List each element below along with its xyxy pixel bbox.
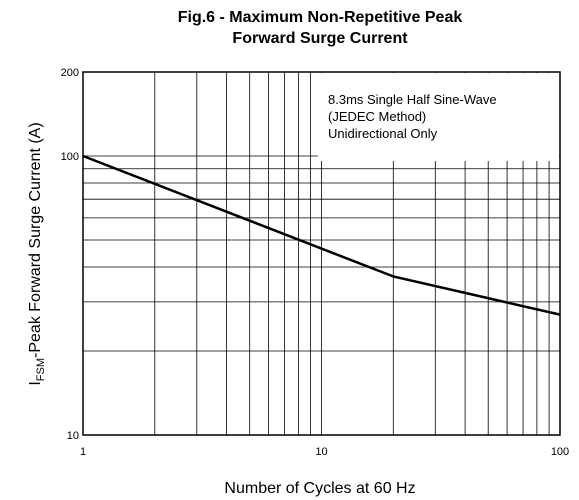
y-label-part: -Peak Forward Surge Current (A) — [27, 122, 44, 358]
y-tick-label: 10 — [67, 430, 79, 442]
y-tick-label: 100 — [61, 151, 79, 163]
x-tick-label: 1 — [80, 446, 86, 458]
y-label-sub: FSM — [35, 358, 47, 381]
chart-title: Forward Surge Current — [232, 30, 408, 47]
x-axis-label: Number of Cycles at 60 Hz — [224, 480, 415, 497]
x-tick-label: 100 — [551, 446, 569, 458]
y-label-part: I — [27, 381, 44, 385]
data-line — [82, 154, 561, 316]
annotation-box — [318, 73, 559, 161]
chart-title: Fig.6 - Maximum Non-Repetitive Peak — [178, 9, 463, 26]
annotation: (JEDEC Method) — [328, 109, 426, 124]
y-axis-label: IFSM-Peak Forward Surge Current (A) — [27, 122, 47, 385]
annotation: 8.3ms Single Half Sine-Wave — [328, 92, 497, 107]
annotation: Unidirectional Only — [328, 126, 438, 141]
plot-frame — [82, 71, 561, 436]
y-tick-label: 200 — [61, 67, 79, 79]
x-tick-label: 10 — [315, 446, 327, 458]
